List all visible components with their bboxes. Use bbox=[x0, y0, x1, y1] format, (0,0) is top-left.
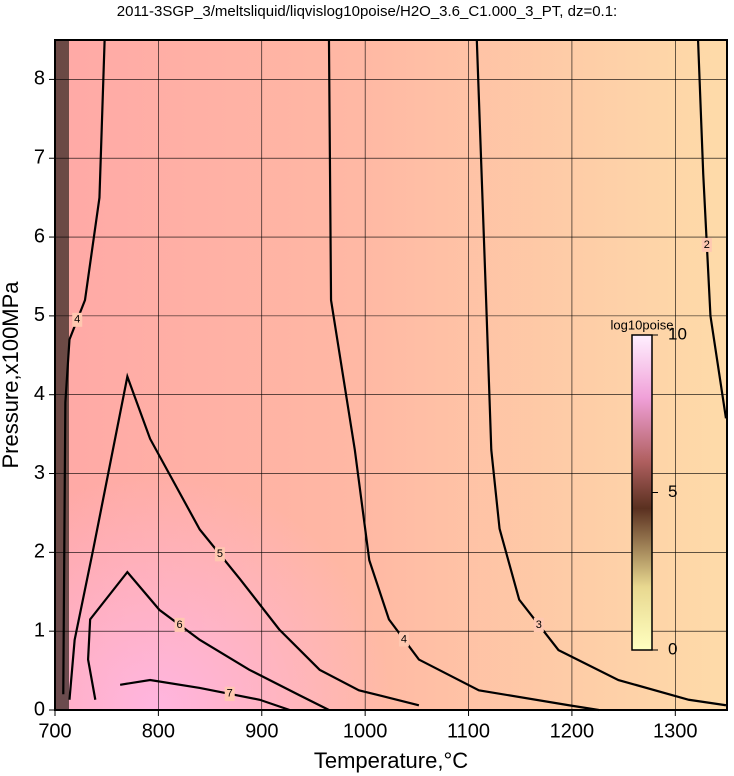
x-tick-label: 900 bbox=[245, 720, 278, 742]
y-tick-label: 1 bbox=[34, 619, 45, 641]
x-tick-label: 1100 bbox=[447, 720, 490, 742]
colorbar-title: log10poise bbox=[611, 317, 674, 332]
x-tick-label: 1000 bbox=[343, 720, 388, 742]
colorbar-tick-label: 10 bbox=[668, 324, 687, 343]
contour-label: 5 bbox=[217, 548, 223, 560]
x-tick-label: 1300 bbox=[653, 720, 698, 742]
contour-label-bg bbox=[224, 686, 235, 701]
y-tick-label: 3 bbox=[34, 462, 45, 484]
x-tick-label: 700 bbox=[38, 720, 71, 742]
y-tick-label: 0 bbox=[34, 698, 45, 720]
contour-label-bg bbox=[533, 617, 544, 632]
contour-label-bg bbox=[72, 312, 83, 327]
plot-frame bbox=[54, 39, 728, 711]
contour-line bbox=[475, 39, 727, 707]
plot-shade bbox=[55, 40, 727, 710]
contour-label: 3 bbox=[536, 619, 542, 631]
dense-contour-band bbox=[55, 40, 69, 710]
colorbar bbox=[631, 334, 653, 651]
y-tick-label: 7 bbox=[34, 147, 45, 169]
y-tick-label: 5 bbox=[34, 304, 45, 326]
contour-label: 2 bbox=[704, 239, 710, 251]
chart-title: 2011-3SGP_3/meltsliquid/liqvislog10poise… bbox=[117, 3, 617, 20]
contour-line bbox=[68, 372, 420, 707]
y-tick-label: 4 bbox=[34, 383, 45, 405]
contour-label-bg bbox=[701, 237, 712, 252]
contour-label: 4 bbox=[74, 314, 80, 326]
contour-line bbox=[86, 570, 330, 711]
contour-label: 4 bbox=[401, 633, 407, 645]
contour-label: 6 bbox=[177, 619, 183, 631]
y-tick-label: 8 bbox=[34, 68, 45, 90]
y-axis-label: Pressure,x100MPa bbox=[0, 281, 23, 469]
contour-label-bg bbox=[174, 617, 185, 632]
x-axis-label: Temperature,°C bbox=[314, 748, 468, 773]
contour-label: 7 bbox=[227, 688, 233, 700]
contour-label-bg bbox=[398, 632, 409, 647]
x-tick-label: 800 bbox=[142, 720, 175, 742]
colorbar-tick-label: 0 bbox=[668, 639, 677, 658]
contour-line bbox=[119, 678, 291, 712]
y-tick-label: 6 bbox=[34, 225, 45, 247]
contour-label-bg bbox=[214, 547, 225, 562]
x-tick-label: 1200 bbox=[550, 720, 595, 742]
contour-line bbox=[327, 39, 599, 712]
y-tick-label: 2 bbox=[34, 541, 45, 563]
colorbar-tick-label: 5 bbox=[668, 482, 677, 501]
